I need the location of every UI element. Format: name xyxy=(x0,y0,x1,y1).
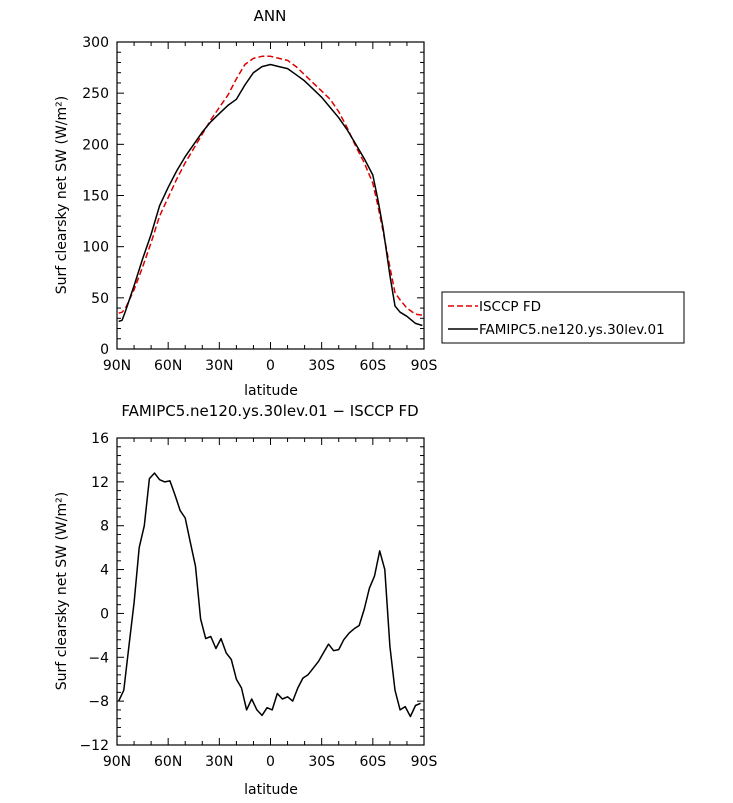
p2-x-tick-label: 30S xyxy=(308,754,335,770)
p2-y-tick-label: 12 xyxy=(91,475,109,491)
p2-x-tick-label: 60N xyxy=(154,754,182,770)
p2-series-line-0 xyxy=(118,472,421,718)
top-chart-series xyxy=(118,55,423,327)
bottom-chart-ticks: 90N 60N 30N 0 30S 60S 90S −12 −8 −4 0 4 8 12 16 xyxy=(79,431,437,770)
p1-y-tick-label: 0 xyxy=(100,342,109,358)
top-chart-title: ANN xyxy=(254,7,287,25)
p2-y-tick-label: −4 xyxy=(88,650,109,666)
p2-x-tick-label: 60S xyxy=(359,754,386,770)
p2-x-tick-label: 90N xyxy=(103,754,131,770)
p1-x-tick-label: 60S xyxy=(359,358,386,374)
p2-y-tick-label: 8 xyxy=(100,519,109,535)
top-chart-x-axis-label: latitude xyxy=(244,383,298,399)
p1-y-tick-label: 300 xyxy=(82,35,109,51)
bottom-chart-y-axis-label: Surf clearsky net SW (W/m²) xyxy=(54,492,70,690)
p1-series-line-0 xyxy=(118,55,423,316)
legend-label-isccp-fd: ISCCP FD xyxy=(479,299,541,315)
bottom-chart-series xyxy=(118,472,421,718)
legend-box xyxy=(441,291,685,344)
bottom-chart-panel: FAMIPC5.ne120.ys.30lev.01 − ISCCP FD Sur… xyxy=(54,402,437,798)
top-chart-y-axis-label: Surf clearsky net SW (W/m²) xyxy=(54,96,70,294)
p1-y-tick-label: 50 xyxy=(91,291,109,307)
p1-x-tick-label: 90S xyxy=(411,358,438,374)
p2-x-tick-label: 30N xyxy=(205,754,233,770)
p2-y-tick-label: −12 xyxy=(79,738,109,754)
p1-y-tick-label: 150 xyxy=(82,189,109,205)
p1-x-tick-label: 60N xyxy=(154,358,182,374)
bottom-chart-title: FAMIPC5.ne120.ys.30lev.01 − ISCCP FD xyxy=(121,402,418,420)
p1-y-tick-label: 100 xyxy=(82,240,109,256)
p2-x-tick-label: 90S xyxy=(411,754,438,770)
p1-y-tick-label: 200 xyxy=(82,137,109,153)
p1-x-tick-label: 30N xyxy=(205,358,233,374)
top-chart-ticks: 90N 60N 30N 0 30S 60S 90S 0 50 100 150 200 250 300 xyxy=(82,35,437,374)
bottom-chart-x-axis-label: latitude xyxy=(244,782,298,798)
p2-y-tick-label: 16 xyxy=(91,431,109,447)
p1-series-line-1 xyxy=(118,63,423,327)
legend: ISCCP FD FAMIPC5.ne120.ys.30lev.01 xyxy=(441,291,685,344)
legend-label-famipc5: FAMIPC5.ne120.ys.30lev.01 xyxy=(479,322,665,338)
p2-x-tick-label: 0 xyxy=(266,754,275,770)
p2-y-tick-label: 4 xyxy=(100,563,109,579)
p1-x-tick-label: 0 xyxy=(266,358,275,374)
p1-y-tick-label: 250 xyxy=(82,86,109,102)
bottom-chart-frame xyxy=(116,437,425,746)
p2-y-tick-label: 0 xyxy=(100,606,109,622)
p1-x-tick-label: 30S xyxy=(308,358,335,374)
top-chart-frame xyxy=(116,41,425,350)
p1-x-tick-label: 90N xyxy=(103,358,131,374)
top-chart-panel: ANN Surf clearsky net SW (W/m²) latitude… xyxy=(54,7,685,399)
p2-y-tick-label: −8 xyxy=(88,694,109,710)
